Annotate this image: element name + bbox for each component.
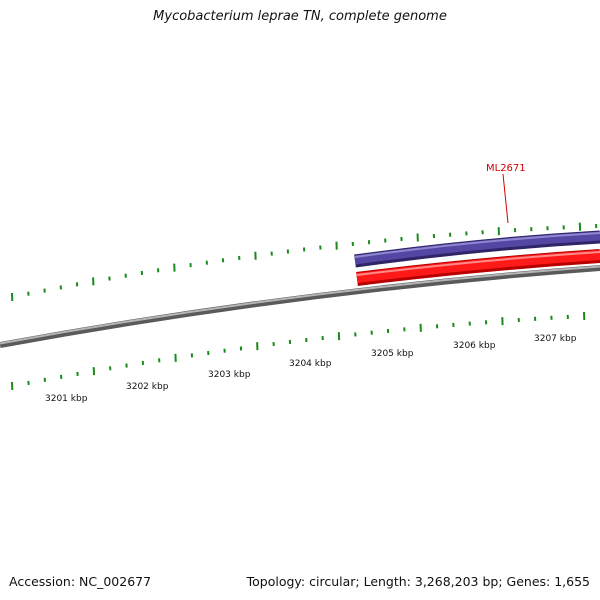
genome-summary: Topology: circular; Length: 3,268,203 bp… xyxy=(246,574,590,589)
gene-forward-highlight xyxy=(354,232,600,258)
tick-label: 3201 kbp xyxy=(45,394,88,404)
genome-backbone xyxy=(0,265,600,348)
tick-label: 3205 kbp xyxy=(371,349,414,359)
outer-tick-ring xyxy=(11,222,598,302)
tick-label: 3207 kbp xyxy=(534,334,577,344)
gene-reverse-highlight xyxy=(356,251,600,276)
tick-label: 3204 kbp xyxy=(289,359,332,369)
genome-title: Mycobacterium leprae TN, complete genome xyxy=(153,9,447,24)
genome-backbone-highlight xyxy=(0,265,600,345)
tick-label: 3203 kbp xyxy=(208,370,251,380)
gene-reverse-fill xyxy=(356,250,600,283)
tick-label: 3202 kbp xyxy=(126,382,169,392)
accession-label: Accession: NC_002677 xyxy=(9,574,152,589)
gene-label-leader xyxy=(502,173,509,224)
gene-forward-ml2671-fill xyxy=(354,231,600,265)
tick-label-group: 3201 kbp 3202 kbp 3203 kbp 3204 kbp 3205… xyxy=(45,334,577,404)
inner-tick-ring xyxy=(11,311,586,391)
tick-label: 3206 kbp xyxy=(453,341,496,351)
gene-label-ml2671[interactable]: ML2671 xyxy=(486,163,526,174)
